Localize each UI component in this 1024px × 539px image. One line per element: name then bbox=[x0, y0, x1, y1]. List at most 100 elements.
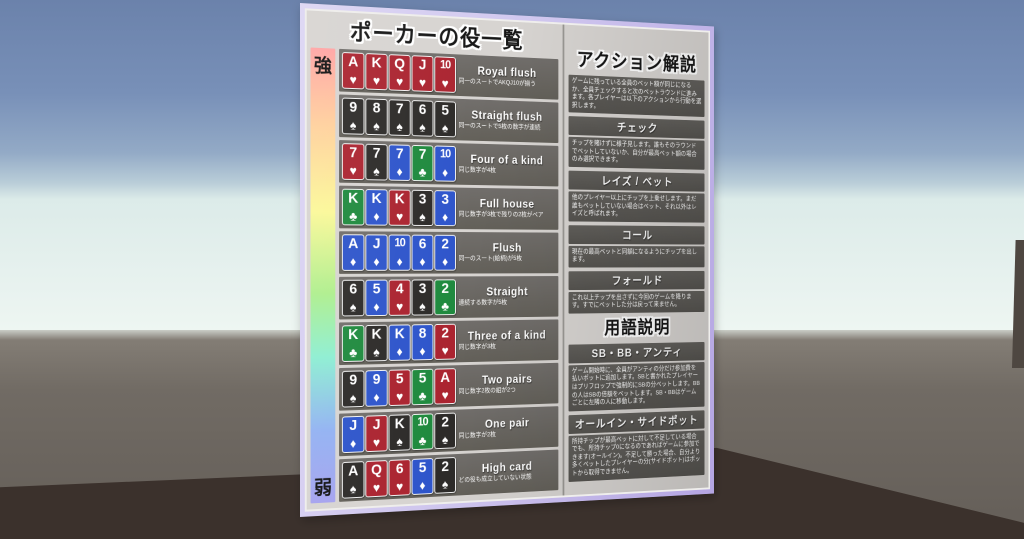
playing-card: 9 ♠ bbox=[341, 97, 365, 135]
hand-description: 連続する数字が5枚 bbox=[458, 299, 508, 307]
spade-icon: ♠ bbox=[396, 433, 403, 449]
playing-card: 9 ♦ bbox=[365, 369, 388, 407]
diamond-icon: ♦ bbox=[396, 344, 403, 359]
action-guide-intro: ゲームに残っている全員のベット額が同じになるか、全員チェックすると次のベットラウ… bbox=[568, 74, 705, 118]
card-rank: 2 bbox=[441, 324, 449, 342]
section-description: チップを賭けずに様子見します。誰もそのラウンドでベットしていないか、自分が最高ベ… bbox=[568, 136, 705, 170]
playing-card: J ♥ bbox=[365, 414, 388, 453]
card-group: K ♣ K ♠ K ♦ 8 ♦ 2 ♥ bbox=[341, 323, 456, 363]
card-group: K ♣ K ♦ K ♥ 3 ♠ 3 ♦ bbox=[341, 188, 456, 227]
hand-text: Four of a kind 同じ数字が4枚 bbox=[458, 154, 556, 176]
card-rank: 10 bbox=[417, 414, 428, 429]
glossary-sections: SB・BB・アンティ ゲーム開始時に、全員がアンティの分だけ参加費を払いポットに… bbox=[568, 338, 705, 482]
hand-row: 7 ♥ 7 ♠ 7 ♦ 7 ♣ 10 ♦ Four of a kind 同じ数字… bbox=[339, 140, 559, 187]
board-surface: ポーカーの役一覧 強 弱 A ♥ K ♥ Q ♥ J ♥ 10 ♥ bbox=[304, 8, 711, 512]
playing-card: 9 ♠ bbox=[341, 370, 365, 408]
info-section: コール 現在の最高ベットと同額になるようにチップを出します。 bbox=[568, 224, 705, 268]
card-rank: 3 bbox=[418, 280, 427, 298]
playing-card: 10 ♥ bbox=[434, 56, 456, 93]
card-rank: 5 bbox=[418, 369, 427, 387]
playing-card: 6 ♠ bbox=[341, 279, 365, 317]
playing-card: K ♦ bbox=[388, 324, 411, 361]
card-rank: 5 bbox=[441, 102, 449, 119]
heart-icon: ♥ bbox=[372, 480, 381, 496]
card-rank: J bbox=[418, 56, 427, 74]
card-rank: 6 bbox=[418, 101, 427, 119]
club-icon: ♣ bbox=[441, 298, 449, 314]
playing-card: 8 ♦ bbox=[411, 324, 434, 361]
glossary-title: 用語説明 bbox=[604, 317, 671, 339]
section-description: 現在の最高ベットと同額になるようにチップを出します。 bbox=[568, 245, 705, 268]
card-rank: A bbox=[348, 235, 359, 253]
strength-gradient-strip: 強 弱 bbox=[310, 47, 336, 504]
hand-name: Three of a kind bbox=[467, 329, 546, 343]
section-title: チェック bbox=[568, 116, 705, 140]
playing-card: 2 ♦ bbox=[434, 234, 456, 271]
heart-icon: ♥ bbox=[396, 478, 404, 494]
hand-row: A ♠ Q ♥ 6 ♥ 5 ♦ 2 ♠ High card どの役も成立していな… bbox=[339, 449, 559, 502]
playing-card: A ♦ bbox=[341, 234, 365, 271]
diamond-icon: ♦ bbox=[396, 164, 403, 179]
hand-description: 同じ数字が3枚 bbox=[458, 343, 496, 351]
card-rank: Q bbox=[394, 55, 406, 73]
card-rank: 2 bbox=[441, 413, 449, 431]
info-section: フォールド これ以上チップを出さずに今回のゲームを降ります。すでにベットした分は… bbox=[568, 270, 705, 314]
card-rank: 7 bbox=[372, 144, 381, 162]
card-rank: 8 bbox=[418, 325, 427, 342]
hand-text: Full house 同じ数字が3枚で残りの2枚がペア bbox=[458, 198, 556, 219]
card-rank: J bbox=[349, 416, 358, 435]
card-rank: 3 bbox=[441, 191, 449, 208]
diamond-icon: ♦ bbox=[373, 254, 380, 269]
hand-text: Royal flush 同一のスートでAKQJ10が揃う bbox=[458, 65, 556, 89]
diamond-icon: ♦ bbox=[419, 343, 426, 359]
card-rank: 2 bbox=[441, 458, 449, 476]
playing-card: 7 ♠ bbox=[365, 143, 388, 181]
spade-icon: ♠ bbox=[349, 117, 357, 133]
hand-description: 同じ数字が3枚で残りの2枚がペア bbox=[458, 210, 544, 219]
card-rank: 7 bbox=[349, 144, 358, 162]
playing-card: Q ♥ bbox=[388, 54, 411, 92]
hand-text: High card どの役も成立していない状態 bbox=[458, 460, 556, 485]
playing-card: K ♠ bbox=[365, 324, 388, 362]
spade-icon: ♠ bbox=[373, 344, 380, 360]
heart-icon: ♥ bbox=[349, 72, 357, 88]
card-rank: 3 bbox=[418, 190, 427, 208]
card-rank: 7 bbox=[395, 145, 404, 163]
info-section: チェック チップを賭けずに様子見します。誰もそのラウンドでベットしていないか、自… bbox=[568, 116, 705, 170]
playing-card: A ♥ bbox=[434, 368, 456, 405]
hand-name: Four of a kind bbox=[470, 154, 544, 168]
playing-card: 2 ♣ bbox=[434, 279, 456, 316]
card-rank: 10 bbox=[440, 146, 451, 161]
spade-icon: ♠ bbox=[373, 163, 380, 179]
card-rank: A bbox=[440, 369, 451, 386]
playing-card: K ♥ bbox=[388, 189, 411, 226]
playing-card: K ♠ bbox=[388, 414, 411, 452]
card-rank: J bbox=[372, 235, 381, 253]
playing-card: 4 ♥ bbox=[388, 279, 411, 316]
hand-name: Flush bbox=[492, 242, 522, 255]
action-guide-title: アクション解説 bbox=[576, 49, 697, 76]
card-group: 9 ♠ 8 ♠ 7 ♠ 6 ♠ 5 ♠ bbox=[341, 97, 456, 138]
playing-card: K ♣ bbox=[341, 325, 365, 363]
card-rank: K bbox=[371, 325, 382, 343]
playing-card: 7 ♣ bbox=[411, 144, 434, 182]
hand-description: 同一のスート(絵柄)が5枚 bbox=[458, 255, 522, 262]
action-sections: チェック チップを賭けずに様子見します。誰もそのラウンドでベットしていないか、自… bbox=[568, 113, 705, 314]
playing-card: K ♥ bbox=[365, 53, 388, 91]
hand-text: One pair 同じ数字が2枚 bbox=[458, 417, 556, 441]
card-rank: K bbox=[348, 189, 359, 207]
card-rank: K bbox=[371, 190, 382, 207]
heart-icon: ♥ bbox=[396, 209, 404, 224]
spade-icon: ♠ bbox=[442, 120, 449, 136]
hand-text: Two pairs 同じ数字2枚の組が2つ bbox=[458, 373, 556, 396]
playing-card: 5 ♠ bbox=[434, 100, 456, 138]
playing-card: 10 ♦ bbox=[388, 234, 411, 271]
hand-row: A ♥ K ♥ Q ♥ J ♥ 10 ♥ Royal flush 同一のスートで… bbox=[339, 48, 559, 100]
hand-text: Straight 連続する数字が5枚 bbox=[458, 286, 556, 307]
info-section: オールイン・サイドポット 所持チップが最高ベットに対して不足している場合でも、所… bbox=[568, 409, 705, 482]
spade-icon: ♠ bbox=[373, 118, 380, 134]
playing-card: J ♥ bbox=[411, 55, 434, 93]
card-rank: 6 bbox=[349, 280, 358, 298]
hand-text: Flush 同一のスート(絵柄)が5枚 bbox=[458, 243, 556, 263]
card-rank: 5 bbox=[418, 459, 427, 477]
